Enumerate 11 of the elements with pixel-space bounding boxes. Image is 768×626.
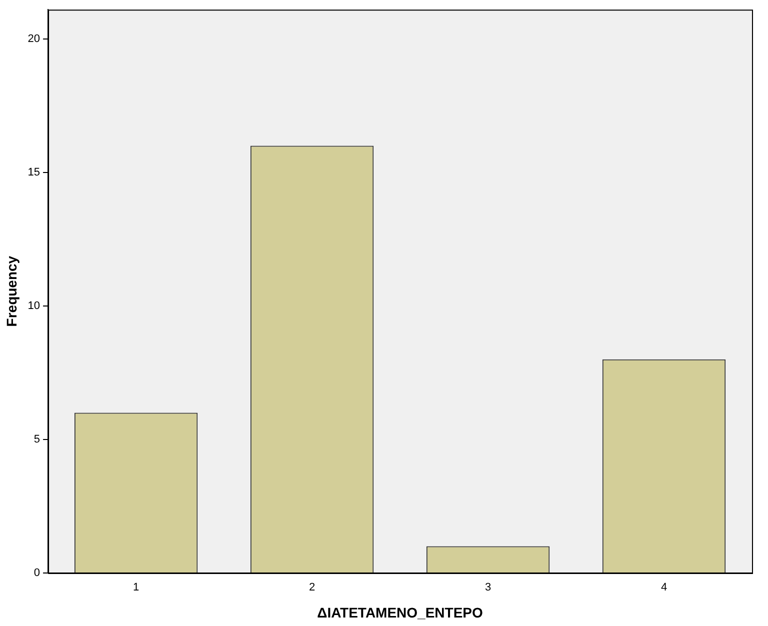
y-tick-label: 15 — [28, 166, 40, 179]
y-tick-label: 5 — [34, 434, 40, 446]
y-axis-title: Frequency — [3, 256, 20, 327]
x-axis-title: ΔΙΑΤΕΤΑΜΕΝΟ_ΕΝΤΕΡΟ — [317, 604, 484, 620]
x-tick-label: 1 — [132, 582, 140, 594]
y-tick-label: 20 — [28, 33, 40, 46]
y-tick-label: 0 — [34, 567, 40, 580]
x-tick-label: 2 — [308, 582, 316, 594]
y-tick-label: 10 — [28, 300, 40, 312]
x-tick-label: 4 — [660, 582, 668, 594]
x-tick-label: 3 — [484, 582, 492, 594]
